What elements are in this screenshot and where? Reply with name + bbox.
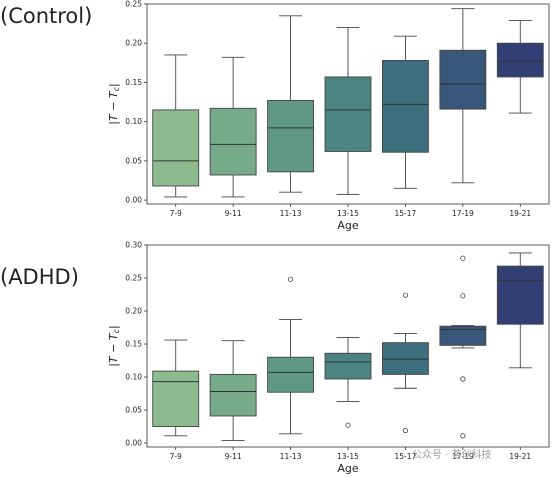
x-tick-label: 9-11 <box>225 209 242 218</box>
box-7-9 <box>152 54 200 198</box>
y-tick-label: 0.05 <box>125 156 142 165</box>
box-11-13 <box>267 276 314 435</box>
outlier-point <box>460 293 466 299</box>
y-tick-label: 0.25 <box>125 274 142 283</box>
box-9-11 <box>209 56 257 198</box>
box-15-17 <box>382 35 429 189</box>
iqr-box <box>439 49 487 110</box>
watermark: 公众号 · 茗创科技 <box>412 450 492 461</box>
x-tick-label: 15-17 <box>395 452 417 461</box>
outlier-point <box>460 255 466 261</box>
x-axis-title: Age <box>337 219 359 232</box>
outlier-point <box>460 376 466 382</box>
y-tick-label: 0.05 <box>125 406 142 415</box>
x-tick-label: 7-9 <box>170 209 182 218</box>
x-tick-label: 15-17 <box>395 209 417 218</box>
iqr-box <box>209 373 257 417</box>
box-17-19 <box>439 255 487 439</box>
box-19-21 <box>496 252 544 369</box>
iqr-box <box>209 107 257 176</box>
y-axis-title: |T − Tc| <box>107 83 121 124</box>
outlier-point <box>287 276 294 282</box>
y-tick-label: 0.00 <box>125 439 142 448</box>
box-7-9 <box>152 339 200 437</box>
y-tick-label: 0.10 <box>125 117 142 126</box>
x-tick-label: 11-13 <box>280 452 302 461</box>
iqr-box <box>382 60 429 153</box>
y-tick-label: 0.15 <box>125 340 142 349</box>
chart-control: 0.00 0.05 0.10 0.15 0.20 0.25 7-9 9-11 11-13 13-1… <box>107 0 550 232</box>
x-tick-label: 17-19 <box>452 452 474 461</box>
y-axis-title: |T − Tc| <box>107 325 121 366</box>
box-17-19 <box>439 8 487 184</box>
outlier-point <box>345 422 351 428</box>
iqr-box <box>324 352 372 380</box>
x-tick-label: 9-11 <box>225 452 242 461</box>
x-tick-label: 13-15 <box>337 209 359 218</box>
x-tick-label: 17-19 <box>452 209 474 218</box>
x-tick-label: 13-15 <box>337 452 359 461</box>
panel-label-adhd: (ADHD) <box>0 265 79 289</box>
box-13-15 <box>324 27 372 196</box>
outlier-point <box>402 427 409 434</box>
y-tick-label: 0.15 <box>125 78 142 87</box>
x-axis-title: Age <box>337 462 359 475</box>
iqr-box <box>496 265 544 325</box>
x-tick-label: 11-13 <box>280 209 302 218</box>
iqr-box <box>267 100 314 173</box>
iqr-box <box>382 342 429 375</box>
box-13-15 <box>324 336 372 428</box>
y-tick-label: 0.10 <box>125 373 142 382</box>
chart-adhd: 0.00 0.05 0.10 0.15 0.20 0.25 0.30 7-9 9-11 11-13… <box>107 241 550 475</box>
box-19-21 <box>496 20 544 114</box>
x-tick-label: 7-9 <box>170 452 182 461</box>
box-11-13 <box>267 15 314 193</box>
iqr-box <box>324 76 372 152</box>
x-tick-label: 19-21 <box>509 209 531 218</box>
box-9-11 <box>209 340 257 441</box>
iqr-box <box>439 325 487 346</box>
y-tick-label: 0.25 <box>125 0 142 9</box>
y-tick-label: 0.30 <box>125 241 142 250</box>
panel-label-control: (Control) <box>0 4 93 28</box>
y-tick-label: 0.20 <box>125 307 142 316</box>
x-tick-label: 19-21 <box>509 452 531 461</box>
outlier-point <box>460 433 466 439</box>
iqr-box <box>152 109 200 187</box>
y-tick-label: 0.00 <box>125 196 142 205</box>
iqr-box <box>496 42 544 78</box>
outlier-point <box>402 292 409 298</box>
iqr-box <box>152 370 200 427</box>
y-tick-label: 0.20 <box>125 39 142 48</box>
iqr-box <box>267 356 314 393</box>
box-15-17 <box>382 292 429 434</box>
